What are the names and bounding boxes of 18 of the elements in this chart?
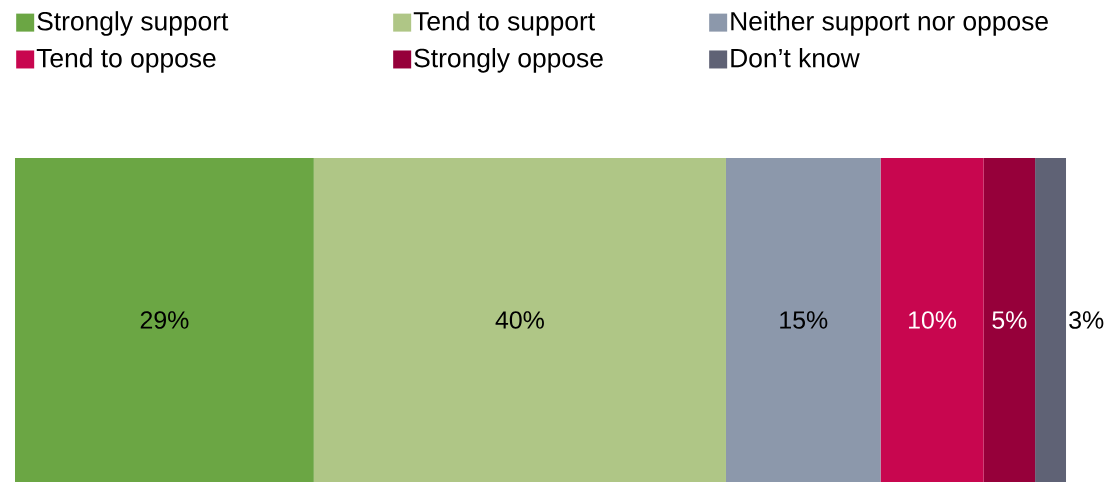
bar — [313, 158, 726, 482]
data-label: 5% — [992, 311, 1027, 329]
legend-label: Tend to support — [413, 11, 595, 36]
bar — [880, 158, 984, 482]
data-label: 3% — [1069, 311, 1104, 329]
data-label: 40% — [495, 311, 544, 329]
data-label: 15% — [780, 311, 828, 329]
data-label: 10% — [909, 311, 957, 329]
legend-label: Strongly oppose — [414, 48, 603, 73]
bar — [725, 158, 881, 482]
legend-label: Strongly support — [37, 11, 229, 36]
legend-label: Neither support nor oppose — [731, 11, 1048, 36]
bar — [983, 158, 1036, 482]
bar — [15, 158, 314, 482]
legend-label: Tend to oppose — [36, 48, 216, 73]
bar — [1035, 158, 1067, 482]
legend-label: Don’t know — [731, 48, 860, 68]
data-label: 29% — [140, 311, 189, 329]
